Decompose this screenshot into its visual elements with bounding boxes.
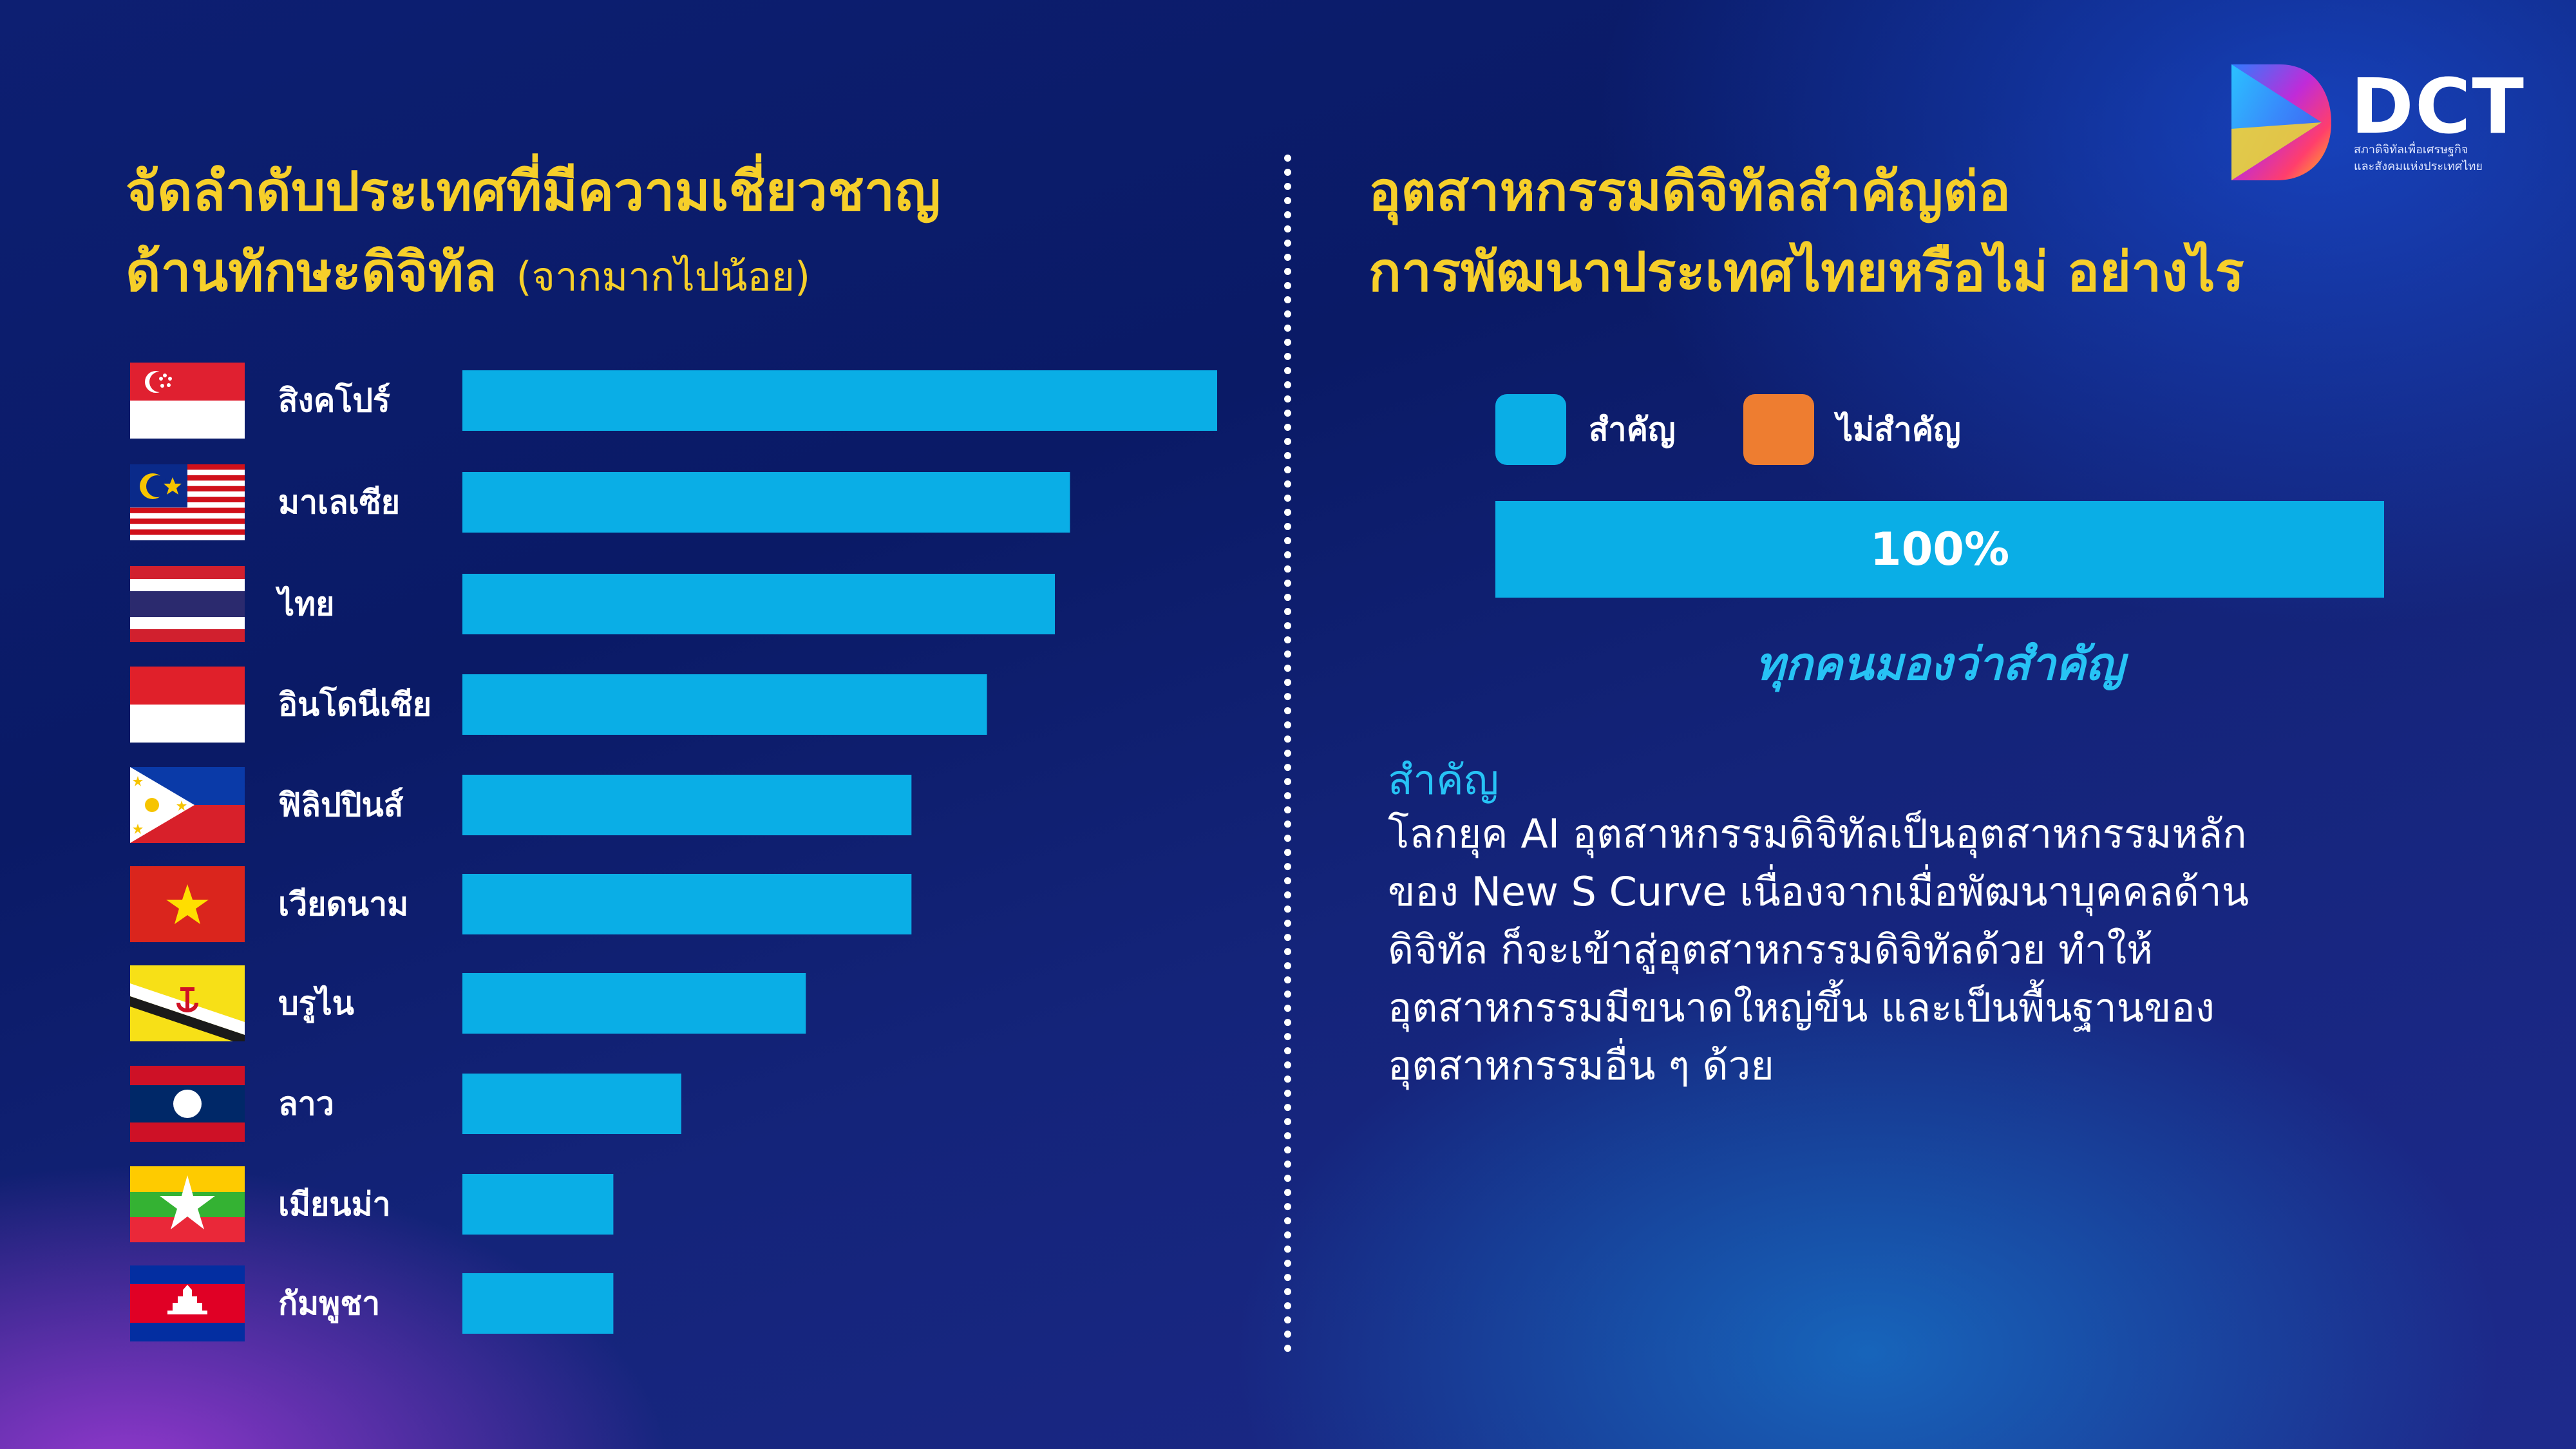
body-line: ดิจิทัล ก็จะเข้าสู่อุตสาหกรรมดิจิทัลด้วย… bbox=[1388, 926, 2153, 973]
bar-indonesia bbox=[462, 674, 987, 735]
left-title-sub: (จากมากไปน้อย) bbox=[516, 253, 811, 300]
left-title: จัดลำดับประเทศที่มีความเชี่ยวชาญ ด้านทัก… bbox=[126, 151, 1253, 317]
country-label: บรูไน bbox=[278, 985, 354, 1022]
body-line: ของ New S Curve เนื่องจากเมื่อพัฒนาบุคคล… bbox=[1388, 868, 2249, 915]
importance-bar-label: 100% bbox=[1870, 523, 2010, 576]
bar-laos bbox=[462, 1074, 681, 1134]
laos-flag-icon bbox=[130, 1066, 245, 1142]
legend-swatch-not-important bbox=[1743, 394, 1814, 465]
dct-logo: DCT สภาดิจิทัลเพื่อเศรษฐกิจ และสังคมแห่ง… bbox=[2225, 61, 2534, 190]
country-label: สิงคโปร์ bbox=[278, 382, 390, 419]
country-label: เวียดนาม bbox=[278, 886, 409, 923]
body-text: โลกยุค AI อุตสาหกรรมดิจิทัลเป็นอุตสาหกรร… bbox=[1388, 805, 2392, 1095]
country-label: ฟิลิปปินส์ bbox=[278, 786, 404, 824]
right-title: อุตสาหกรรมดิจิทัลสำคัญต่อ การพัฒนาประเทศ… bbox=[1368, 151, 2496, 312]
malaysia-flag-icon bbox=[130, 464, 245, 540]
body-line: อุตสาหกรรมมีขนาดใหญ่ขึ้น และเป็นพื้นฐานข… bbox=[1388, 984, 2215, 1031]
logo-subtitle-line1: สภาดิจิทัลเพื่อเศรษฐกิจ bbox=[2354, 143, 2468, 156]
country-label: ไทย bbox=[278, 585, 335, 623]
bars-layer bbox=[462, 370, 1217, 1334]
left-title-line2: ด้านทักษะดิจิทัล (จากมากไปน้อย) bbox=[126, 232, 1253, 317]
country-label: เมียนม่า bbox=[278, 1186, 391, 1223]
right-title-line2: การพัฒนาประเทศไทยหรือไม่ อย่างไร bbox=[1368, 240, 2244, 303]
bar-cambodia bbox=[462, 1273, 614, 1334]
bar-vietnam bbox=[462, 874, 912, 934]
left-title-main: ด้านทักษะดิจิทัล bbox=[126, 240, 497, 303]
left-title-line1: จัดลำดับประเทศที่มีความเชี่ยวชาญ bbox=[126, 160, 941, 223]
bar-myanmar bbox=[462, 1174, 614, 1235]
country-label: ลาว bbox=[278, 1085, 334, 1122]
bar-brunei bbox=[462, 973, 806, 1034]
logo-subtitle: สภาดิจิทัลเพื่อเศรษฐกิจ และสังคมแห่งประเ… bbox=[2354, 142, 2534, 175]
thailand-flag-icon bbox=[130, 566, 245, 642]
bar-philippines bbox=[462, 775, 912, 835]
country-label: กัมพูชา bbox=[278, 1285, 381, 1322]
myanmar-flag-icon bbox=[130, 1166, 245, 1242]
country-label: อินโดนีเซีย bbox=[278, 686, 432, 723]
right-title-line1: อุตสาหกรรมดิจิทัลสำคัญต่อ bbox=[1368, 160, 2011, 223]
panel-divider bbox=[1284, 155, 1291, 1352]
legend-swatch-important bbox=[1495, 394, 1566, 465]
legend-label-important: สำคัญ bbox=[1589, 411, 1676, 448]
bar-malaysia bbox=[462, 472, 1070, 533]
brunei-flag-icon bbox=[130, 965, 245, 1041]
importance-caption: ทุกคนมองว่าสำคัญ bbox=[1755, 638, 2125, 690]
country-label: มาเลเซีย bbox=[278, 484, 401, 521]
bar-singapore bbox=[462, 370, 1217, 431]
dct-logo-mark-icon bbox=[2231, 64, 2331, 180]
legend-label-not-important: ไม่สำคัญ bbox=[1837, 411, 1961, 448]
bar-thailand bbox=[462, 574, 1056, 634]
importance-bar: 100% bbox=[1495, 501, 2384, 598]
logo-text: DCT bbox=[2351, 62, 2526, 151]
cambodia-flag-icon bbox=[130, 1265, 245, 1341]
body-line: อุตสาหกรรมอื่น ๆ ด้วย bbox=[1388, 1042, 1774, 1089]
singapore-flag-icon bbox=[130, 363, 245, 439]
indonesia-flag-icon bbox=[130, 667, 245, 743]
flags-layer bbox=[0, 0, 245, 1341]
philippines-flag-icon bbox=[130, 767, 245, 843]
vietnam-flag-icon bbox=[130, 866, 245, 942]
body-heading: สำคัญ bbox=[1388, 757, 1499, 804]
logo-subtitle-line2: และสังคมแห่งประเทศไทย bbox=[2354, 160, 2483, 173]
body-line: โลกยุค AI อุตสาหกรรมดิจิทัลเป็นอุตสาหกรร… bbox=[1388, 810, 2247, 857]
